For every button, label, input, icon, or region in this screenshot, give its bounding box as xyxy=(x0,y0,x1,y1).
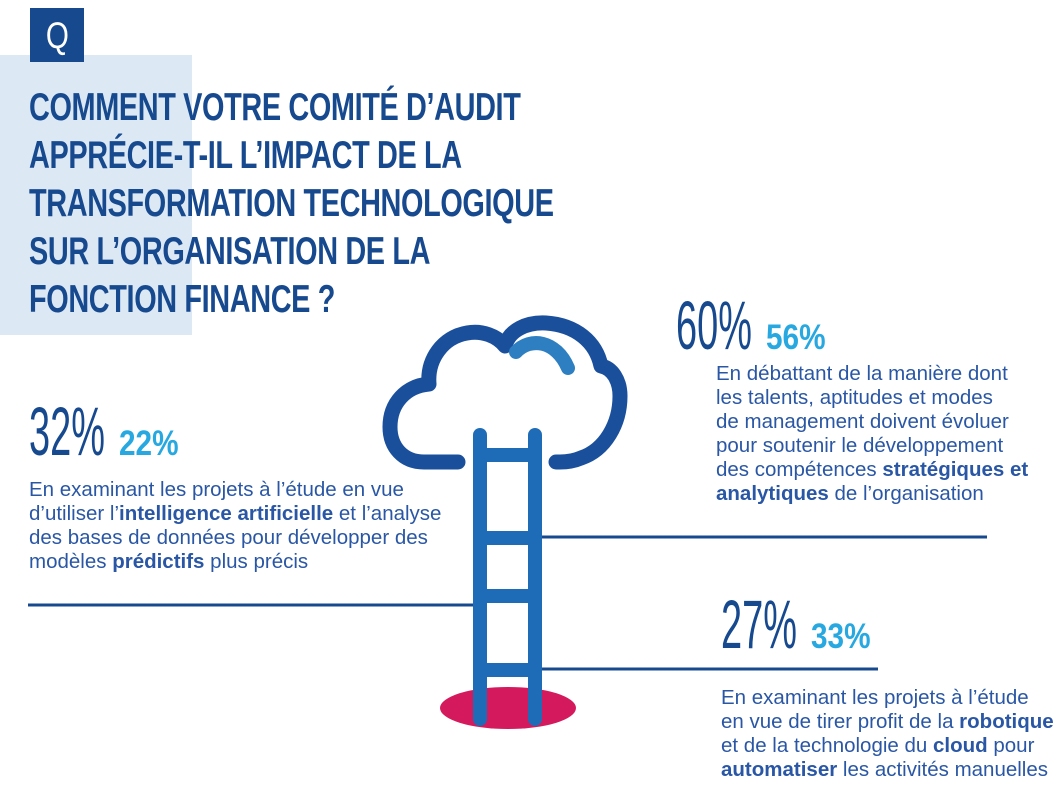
page-title: COMMENT VOTRE COMITÉ D’AUDIT APPRÉCIE-T-… xyxy=(29,84,621,324)
text-line: les talents, aptitudes et modes xyxy=(716,386,993,409)
ladder-rail-right xyxy=(528,428,542,726)
stat-talents-description: En débattant de la manière dont les talen… xyxy=(716,362,1056,506)
ground-hole xyxy=(440,687,576,729)
stat-robotics-description: En examinant les projets à l’étude en vue… xyxy=(721,686,1062,782)
stat-talents-sub-value: 56% xyxy=(766,318,826,357)
cloud-highlight-arc-icon xyxy=(509,336,575,375)
text-line: modèles prédictifs plus précis xyxy=(29,550,309,573)
text-line: d’utiliser l’intelligence artificielle e… xyxy=(29,502,442,525)
text-line: analytiques de l’organisation xyxy=(716,482,984,505)
ladder-rail-left xyxy=(473,428,487,726)
stat-robotics-sub-value: 33% xyxy=(811,617,871,656)
text-line: et de la technologie du cloud pour xyxy=(721,734,1035,757)
page-title-line: COMMENT VOTRE COMITÉ D’AUDIT xyxy=(29,86,521,129)
stat-ai-description: En examinant les projets à l’étude en vu… xyxy=(29,478,489,574)
page-title-line: SUR L’ORGANISATION DE LA xyxy=(29,230,431,273)
text-line: des compétences stratégiques et xyxy=(716,458,1029,481)
separator-lines xyxy=(28,535,987,671)
cloud-icon xyxy=(382,315,628,470)
text-line: en vue de tirer profit de la robotique xyxy=(721,710,1054,733)
question-badge-letter: Q xyxy=(45,14,69,56)
stat-ai-main-value: 32% xyxy=(29,393,105,470)
title-highlight-band xyxy=(0,55,192,335)
text-line: des bases de données pour développer des xyxy=(29,526,428,549)
ladder-rung xyxy=(473,448,542,462)
page-title-line: FONCTION FINANCE ? xyxy=(29,278,335,321)
ladder-rung xyxy=(473,663,542,677)
text-line: En débattant de la manière dont xyxy=(716,362,1008,385)
text-line: En examinant les projets à l’étude en vu… xyxy=(29,478,404,501)
question-badge: Q xyxy=(30,8,84,62)
stat-talents-main-value: 60% xyxy=(676,287,752,364)
text-line: automatiser les activités manuelles xyxy=(721,758,1049,781)
stat-robotics-percentages: 27% 33% xyxy=(721,586,881,663)
stat-ai-sub-value: 22% xyxy=(119,424,179,463)
page-title-line: APPRÉCIE-T-IL L’IMPACT DE LA xyxy=(29,134,462,177)
ladder-icon xyxy=(473,428,542,726)
ladder-rung xyxy=(473,531,542,545)
stat-ai-percentages: 32% 22% xyxy=(29,393,189,470)
page-title-line: TRANSFORMATION TECHNOLOGIQUE xyxy=(29,182,554,225)
stat-robotics-main-value: 27% xyxy=(721,586,797,663)
ladder-rung xyxy=(473,589,542,603)
stat-talents-percentages: 60% 56% xyxy=(676,287,836,364)
text-line: de management doivent évoluer xyxy=(716,410,1009,433)
text-line: pour soutenir le développement xyxy=(716,434,1004,457)
text-line: En examinant les projets à l’étude xyxy=(721,686,1029,709)
